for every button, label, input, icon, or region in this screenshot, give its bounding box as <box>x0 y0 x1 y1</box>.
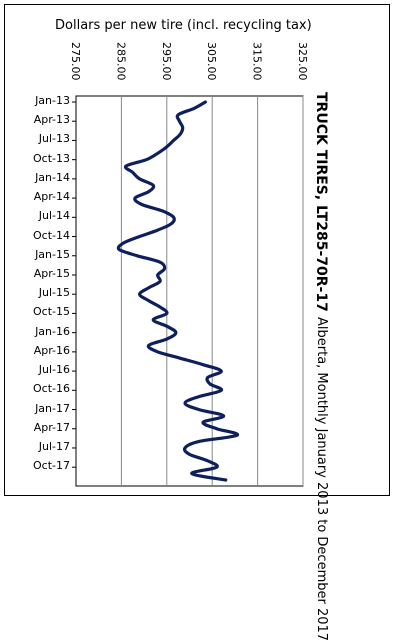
chart-title: TRUCK TIRES, LT285-70R-17 <box>313 92 329 312</box>
time-tick-label: Oct-17 <box>33 459 70 473</box>
time-tick-label: Jul-16 <box>38 363 70 377</box>
time-tick-label: Jul-13 <box>38 132 70 146</box>
time-tick-label: Oct-15 <box>33 305 70 319</box>
time-tick-label: Oct-14 <box>33 228 70 242</box>
time-tick-label: Apr-14 <box>33 190 70 204</box>
time-tick-label: Jan-17 <box>35 401 70 415</box>
series-line <box>116 100 240 482</box>
line-plot <box>72 95 304 487</box>
value-tick-label: 295.00 <box>159 42 173 81</box>
chart-subtitle: Alberta, Monthly January 2013 to Decembe… <box>314 316 329 641</box>
title-block: TRUCK TIRES, LT285-70R-17 Alberta, Month… <box>312 92 331 641</box>
time-tick-label: Jul-15 <box>38 286 70 300</box>
value-tick-label: 275.00 <box>69 42 82 81</box>
time-tick-label: Apr-16 <box>33 343 70 357</box>
value-tick-label: 325.00 <box>296 42 309 81</box>
time-tick-label: Oct-13 <box>33 151 70 165</box>
chart-frame <box>4 4 390 496</box>
time-tick-label: Jan-16 <box>35 324 70 338</box>
time-tick-label: Jan-15 <box>35 247 70 261</box>
time-tick-label: Jul-14 <box>38 209 70 223</box>
time-tick-label: Oct-16 <box>33 382 70 396</box>
time-tick-label: Apr-17 <box>33 420 70 434</box>
value-axis-label: Dollars per new tire (incl. recycling ta… <box>55 18 312 33</box>
time-tick-label: Apr-13 <box>33 113 70 127</box>
time-tick-label: Jan-14 <box>35 170 70 184</box>
time-tick-label: Jul-17 <box>38 439 70 453</box>
time-tick-label: Apr-15 <box>33 266 70 280</box>
plot-area <box>75 95 304 487</box>
value-tick-label: 305.00 <box>205 42 219 81</box>
value-tick-label: 315.00 <box>250 42 264 81</box>
time-tick-label: Jan-13 <box>35 94 70 107</box>
value-tick-label: 285.00 <box>114 42 128 81</box>
